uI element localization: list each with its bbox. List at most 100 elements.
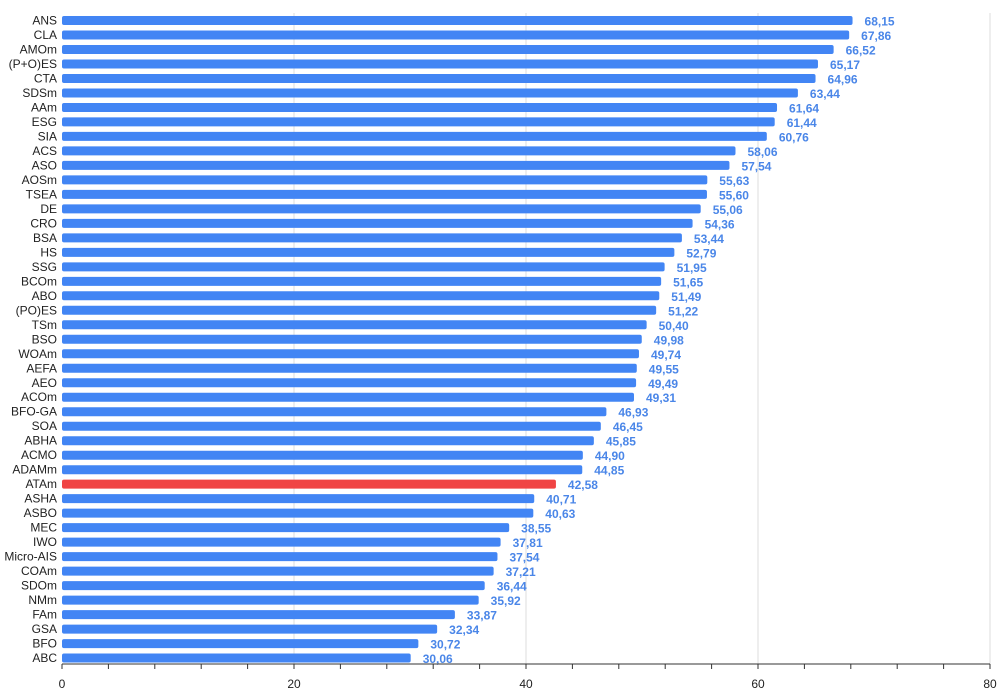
bar-(PO)ES (62, 305, 657, 315)
bar-SIA (62, 131, 767, 141)
category-label-AEO: AEO (32, 376, 57, 390)
value-label-ANS: 68,15 (865, 15, 895, 29)
value-label-IWO: 37,81 (513, 536, 543, 550)
value-label-SOA: 46,45 (613, 420, 643, 434)
value-labels: 68,1567,8666,5265,1764,9663,4461,6461,44… (423, 15, 895, 667)
bar-ASHA (62, 494, 535, 504)
value-label-TSEA: 55,60 (719, 188, 749, 202)
value-label-AEO: 49,49 (648, 377, 678, 391)
value-label-ABC: 30,06 (423, 652, 453, 666)
category-label-ACS: ACS (32, 144, 57, 158)
value-label-ACS: 58,06 (747, 145, 777, 159)
category-label-ASBO: ASBO (24, 506, 57, 520)
bar-TSm (62, 320, 647, 330)
category-label-GSA: GSA (32, 622, 57, 636)
bar-BFO-GA (62, 407, 607, 417)
bar-MEC (62, 523, 510, 533)
value-label-ASO: 57,54 (741, 159, 771, 173)
value-label-NMm: 35,92 (491, 594, 521, 608)
category-label-SDSm: SDSm (22, 86, 57, 100)
category-label-ATAm: ATAm (25, 477, 57, 491)
value-label-SDOm: 36,44 (497, 580, 527, 594)
bar-ASBO (62, 508, 534, 518)
x-tick-label-20: 20 (287, 677, 301, 691)
category-label-MEC: MEC (30, 521, 57, 535)
bar-ABHA (62, 436, 594, 446)
value-label-AEFA: 49,55 (649, 362, 679, 376)
value-label-BSA: 53,44 (694, 232, 724, 246)
value-label-ASBO: 40,63 (545, 507, 575, 521)
value-label-DE: 55,06 (713, 203, 743, 217)
category-label-BSA: BSA (33, 231, 57, 245)
value-label-ABO: 51,49 (671, 290, 701, 304)
bar-ACOm (62, 392, 634, 402)
category-label-IWO: IWO (33, 535, 57, 549)
value-label-SDSm: 63,44 (810, 87, 840, 101)
value-label-WOAm: 49,74 (651, 348, 681, 362)
category-label-ABO: ABO (32, 289, 57, 303)
value-label-FAm: 33,87 (467, 609, 497, 623)
bar-ABC (62, 653, 411, 663)
value-label-Micro-AIS: 37,54 (509, 551, 539, 565)
value-label-AAm: 61,64 (789, 101, 819, 115)
bar-Micro-AIS (62, 552, 498, 562)
value-label-CTA: 64,96 (828, 72, 858, 86)
value-label-BCOm: 51,65 (673, 275, 703, 289)
bar-AMOm (62, 44, 834, 54)
category-label-(PO)ES: (PO)ES (16, 303, 57, 317)
category-label-DE: DE (40, 202, 57, 216)
category-label-BCOm: BCOm (21, 274, 57, 288)
bar-BSA (62, 233, 682, 243)
category-label-TSEA: TSEA (26, 187, 57, 201)
bar-SSG (62, 262, 665, 272)
value-label-CLA: 67,86 (861, 29, 891, 43)
value-label-BSO: 49,98 (654, 333, 684, 347)
bar-SOA (62, 421, 601, 431)
value-label-ABHA: 45,85 (606, 435, 636, 449)
bar-BSO (62, 334, 642, 344)
category-label-AOSm: AOSm (22, 173, 57, 187)
category-label-CLA: CLA (34, 28, 57, 42)
bar-TSEA (62, 189, 707, 199)
category-label-HS: HS (40, 245, 57, 259)
category-label-BFO-GA: BFO-GA (11, 405, 57, 419)
value-label-GSA: 32,34 (449, 623, 479, 637)
category-label-ACMO: ACMO (21, 448, 57, 462)
x-tick-label-80: 80 (983, 677, 997, 691)
bar-IWO (62, 537, 501, 547)
category-label-WOAm: WOAm (18, 347, 57, 361)
bar-SDSm (62, 88, 798, 98)
category-label-ANS: ANS (32, 14, 57, 28)
bar-AEO (62, 378, 637, 388)
value-label-SSG: 51,95 (677, 261, 707, 275)
category-label-COAm: COAm (21, 564, 57, 578)
category-label-AAm: AAm (31, 100, 57, 114)
category-label-ESG: ESG (32, 115, 57, 129)
bar-AOSm (62, 175, 708, 185)
category-label-ABHA: ABHA (24, 434, 57, 448)
category-label-SDOm: SDOm (21, 579, 57, 593)
bar-WOAm (62, 349, 639, 359)
bars (62, 16, 853, 663)
value-label-ASHA: 40,71 (546, 493, 576, 507)
category-label-ADAMm: ADAMm (12, 463, 57, 477)
bar-FAm (62, 610, 455, 620)
bar-CLA (62, 30, 850, 40)
value-label-COAm: 37,21 (506, 565, 536, 579)
value-label-AOSm: 55,63 (719, 174, 749, 188)
category-label-AEFA: AEFA (26, 361, 57, 375)
bar-AEFA (62, 363, 637, 373)
category-label-SOA: SOA (32, 419, 57, 433)
bar-AAm (62, 102, 778, 112)
bar-CRO (62, 218, 693, 228)
category-label-ASO: ASO (32, 158, 57, 172)
bar-BFO (62, 639, 419, 649)
category-label-BSO: BSO (32, 332, 57, 346)
bar-GSA (62, 624, 438, 634)
x-tick-label-60: 60 (751, 677, 765, 691)
bar-ADAMm (62, 465, 583, 475)
bar-NMm (62, 595, 479, 605)
bar-ABO (62, 291, 660, 301)
bar-BCOm (62, 276, 662, 286)
value-label-ESG: 61,44 (787, 116, 817, 130)
